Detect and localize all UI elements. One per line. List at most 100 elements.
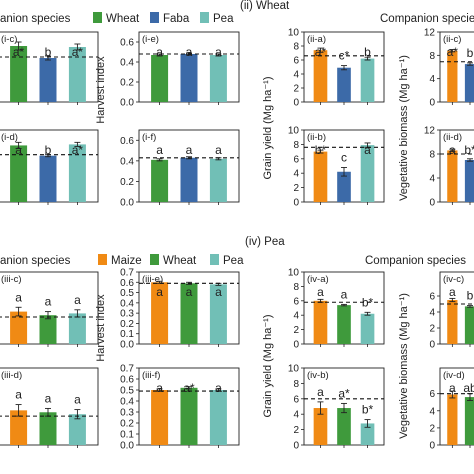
significance-label: a — [215, 143, 222, 157]
legends: anion species Wheat Faba Pea Companion speci… — [0, 12, 474, 267]
legend-swatch — [150, 12, 159, 23]
y-tick-label: 0.7 — [120, 364, 134, 375]
bar — [39, 58, 57, 102]
y-tick-label: 0.1 — [120, 329, 134, 340]
y-tick-label: 4 — [429, 174, 435, 185]
chart-panel: a b a* (i-d) — [0, 129, 99, 205]
significance-label: b* — [315, 143, 327, 157]
y-tick-label: 0.2 — [120, 78, 134, 89]
bar — [337, 305, 351, 344]
significance-label: a — [156, 285, 163, 299]
y-tick-label: 0 — [293, 340, 299, 351]
y-tick-label: 0.2 — [120, 419, 134, 430]
significance-label: a — [156, 45, 163, 59]
legend-swatch — [200, 12, 209, 23]
y-tick-label: 4 — [429, 308, 435, 319]
legend-item: Wheat — [106, 13, 140, 25]
significance-label: a — [156, 381, 163, 395]
significance-label: a — [15, 143, 22, 157]
y-tick-label: 0.5 — [120, 386, 134, 397]
bar — [464, 160, 474, 202]
y-tick-label: 8 — [429, 51, 435, 62]
significance-label: a* — [183, 381, 195, 395]
significance-label: a — [45, 295, 52, 309]
significance-label: b — [45, 45, 52, 59]
significance-label: a* — [13, 45, 25, 59]
bar — [313, 50, 328, 102]
y-tick-label: 6 — [293, 56, 299, 67]
significance-label: a — [364, 143, 371, 157]
legend: anion species Maize Wheat Pea — [0, 254, 244, 267]
bar — [360, 145, 375, 202]
bar — [209, 284, 227, 344]
y-tick-label: 0.6 — [120, 278, 134, 289]
y-tick-label: 0.2 — [120, 319, 134, 330]
section-header-wheat: (ii) Wheat — [240, 0, 290, 12]
panel-label: (i-e) — [142, 34, 159, 45]
chart-panel: 0.00.20.40.6a a a(i-f) — [120, 129, 240, 209]
legend-title: Companion species — [380, 13, 474, 25]
bar — [180, 387, 198, 445]
significance-label: a — [186, 285, 193, 299]
chart-panel: 0.00.10.20.30.40.50.60.7a a a(iii-e) — [120, 268, 240, 351]
panel-label: (ii-b) — [307, 132, 326, 143]
y-tick-label: 8 — [293, 379, 299, 390]
legend-swatch — [93, 12, 102, 23]
bar — [10, 46, 28, 102]
bar — [313, 151, 328, 202]
bar — [464, 397, 474, 445]
significance-label: ab — [463, 381, 474, 395]
y-tick-label: 4 — [429, 74, 435, 85]
bar — [337, 171, 351, 202]
significance-label: a — [15, 290, 22, 304]
significance-label: a — [341, 287, 348, 301]
y-tick-label: 6 — [293, 154, 299, 165]
panel-label: (iii-e) — [142, 274, 163, 285]
significance-label: a — [215, 45, 222, 59]
significance-label: c* — [339, 49, 350, 63]
significance-label: a — [15, 388, 22, 402]
bar — [180, 283, 198, 344]
significance-label: a — [186, 143, 193, 157]
y-tick-label: 2 — [293, 325, 299, 336]
y-tick-label: 0 — [429, 198, 435, 209]
bar — [209, 55, 227, 102]
legend-item: Pea — [213, 13, 234, 25]
panel-label: (ii-c) — [443, 34, 461, 45]
y-tick-label: 0.4 — [120, 58, 134, 69]
y-tick-label: 2 — [429, 423, 435, 434]
significance-label: a — [215, 381, 222, 395]
y-tick-label: 8 — [429, 150, 435, 161]
bar — [39, 155, 57, 202]
significance-label: a — [449, 143, 456, 157]
section-headers: (ii) Wheat (iv) Pea — [240, 0, 290, 248]
bar — [209, 390, 227, 445]
significance-label: a — [45, 391, 52, 405]
significance-label: c — [341, 150, 347, 164]
significance-label: a — [449, 285, 456, 299]
significance-label: b* — [464, 143, 474, 157]
chart-panel: 0.00.10.20.30.40.50.60.7a a* a(iii-f) — [120, 364, 240, 452]
panel-label: (iii-d) — [1, 370, 22, 381]
y-tick-label: 0.1 — [120, 430, 134, 441]
bar — [151, 55, 169, 102]
y-tick-label: 0.2 — [120, 177, 134, 188]
y-tick-label: 8 — [293, 140, 299, 151]
legend: Companion species — [380, 13, 474, 25]
panel-label: (iv-b) — [307, 370, 329, 381]
y-tick-label: 0.7 — [120, 268, 134, 279]
significance-label: a — [156, 143, 163, 157]
y-axis-label: Grain yield (Mg ha⁻¹) — [262, 76, 274, 179]
significance-label: b — [45, 143, 52, 157]
y-tick-label: 0.3 — [120, 408, 134, 419]
y-axis-label: Vegetative biomass (Mg ha⁻¹) — [398, 55, 410, 201]
panel-label: (i-d) — [1, 132, 18, 143]
y-tick-label: 0 — [429, 441, 435, 452]
significance-label: a — [317, 285, 324, 299]
y-tick-label: 0 — [293, 198, 299, 209]
bar — [313, 408, 328, 445]
y-tick-label: 0.5 — [120, 288, 134, 299]
y-tick-label: 0.0 — [120, 340, 134, 351]
